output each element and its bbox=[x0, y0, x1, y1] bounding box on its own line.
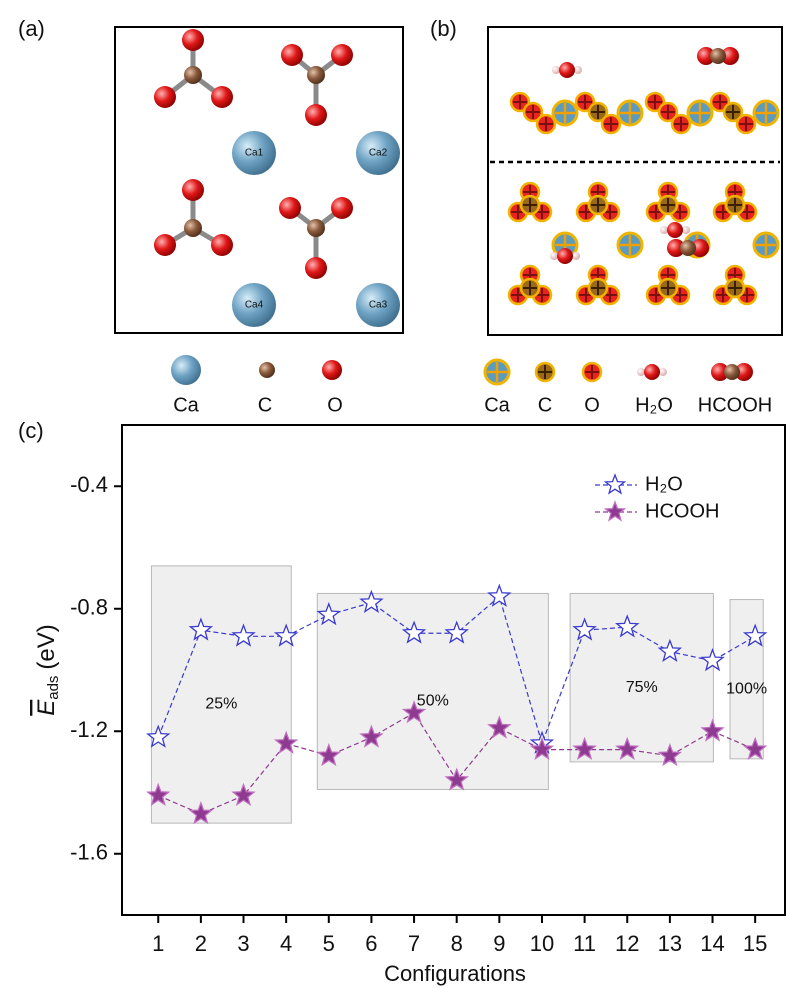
region-label: 25% bbox=[205, 696, 237, 713]
x-tick-label: 2 bbox=[195, 931, 207, 956]
x-tick-label: 13 bbox=[658, 931, 682, 956]
atom-label: Ca3 bbox=[369, 300, 388, 311]
legend-icon bbox=[637, 364, 667, 380]
x-tick-label: 8 bbox=[451, 931, 463, 956]
x-tick-label: 11 bbox=[573, 931, 596, 956]
legend-label: C bbox=[538, 394, 552, 416]
x-tick-label: 15 bbox=[743, 931, 767, 956]
legend-icon bbox=[171, 355, 201, 385]
region-label: 100% bbox=[726, 680, 767, 697]
legend-marker bbox=[606, 475, 625, 493]
legend-label: O bbox=[584, 394, 600, 416]
x-tick-label: 14 bbox=[700, 931, 724, 956]
legend-label: HCOOH bbox=[698, 394, 772, 416]
legend-icon bbox=[322, 360, 342, 380]
panel-a: (a) Ca1 Ca2 Ca4 Ca3 Ca C O bbox=[18, 16, 403, 416]
legend-label: H₂O bbox=[645, 473, 683, 495]
legend-icon bbox=[583, 363, 601, 381]
legend-icon bbox=[485, 360, 509, 384]
legend-icon bbox=[259, 362, 275, 378]
y-tick-label: -1.2 bbox=[70, 717, 108, 742]
figure: (a) Ca1 Ca2 Ca4 Ca3 Ca C O (b) bbox=[0, 0, 787, 989]
panel-label: (c) bbox=[18, 418, 44, 443]
x-tick-label: 7 bbox=[408, 931, 420, 956]
region-label: 75% bbox=[626, 679, 658, 696]
legend-icon bbox=[536, 363, 554, 381]
legend-label: HCOOH bbox=[645, 500, 719, 522]
panel-label: (b) bbox=[430, 16, 457, 41]
region-box bbox=[317, 593, 548, 789]
y-axis-label: Eads (eV) bbox=[33, 624, 62, 716]
panel-b: (b) Ca C O H₂O HCOOH bbox=[430, 16, 782, 416]
atom-label: Ca1 bbox=[245, 148, 264, 159]
legend-label: Ca bbox=[484, 394, 510, 416]
x-tick-label: 10 bbox=[530, 931, 554, 956]
slab-atoms bbox=[509, 47, 778, 304]
region-box bbox=[151, 566, 291, 823]
region-box bbox=[570, 593, 713, 761]
x-tick-label: 5 bbox=[323, 931, 335, 956]
legend-label: H₂O bbox=[635, 394, 673, 416]
atom-label: Ca4 bbox=[245, 300, 264, 311]
y-label-symbol: E bbox=[33, 699, 60, 716]
y-tick-label: -0.8 bbox=[70, 595, 108, 620]
panel-c: (c) Configurations Eads (eV) 25% 50% 75% 100… bbox=[18, 418, 785, 986]
y-tick-label: -1.6 bbox=[70, 840, 108, 865]
atom-label: Ca2 bbox=[369, 148, 388, 159]
legend-label: Ca bbox=[173, 394, 199, 416]
legend-label: C bbox=[258, 394, 272, 416]
y-tick-label: -0.4 bbox=[70, 472, 108, 497]
y-label-unit: (eV) bbox=[33, 624, 60, 669]
region-label: 50% bbox=[417, 693, 449, 710]
region-box bbox=[730, 600, 763, 759]
x-tick-label: 6 bbox=[365, 931, 377, 956]
x-tick-label: 4 bbox=[280, 931, 292, 956]
x-axis-label: Configurations bbox=[384, 961, 526, 986]
x-tick-label: 9 bbox=[493, 931, 505, 956]
legend-label: O bbox=[327, 394, 343, 416]
x-tick-label: 12 bbox=[615, 931, 639, 956]
y-label-subscript: ads bbox=[45, 676, 62, 700]
legend-icon bbox=[711, 363, 753, 381]
x-tick-label: 3 bbox=[237, 931, 249, 956]
panel-label: (a) bbox=[18, 16, 45, 41]
legend-marker bbox=[606, 502, 625, 520]
x-tick-label: 1 bbox=[152, 931, 164, 956]
